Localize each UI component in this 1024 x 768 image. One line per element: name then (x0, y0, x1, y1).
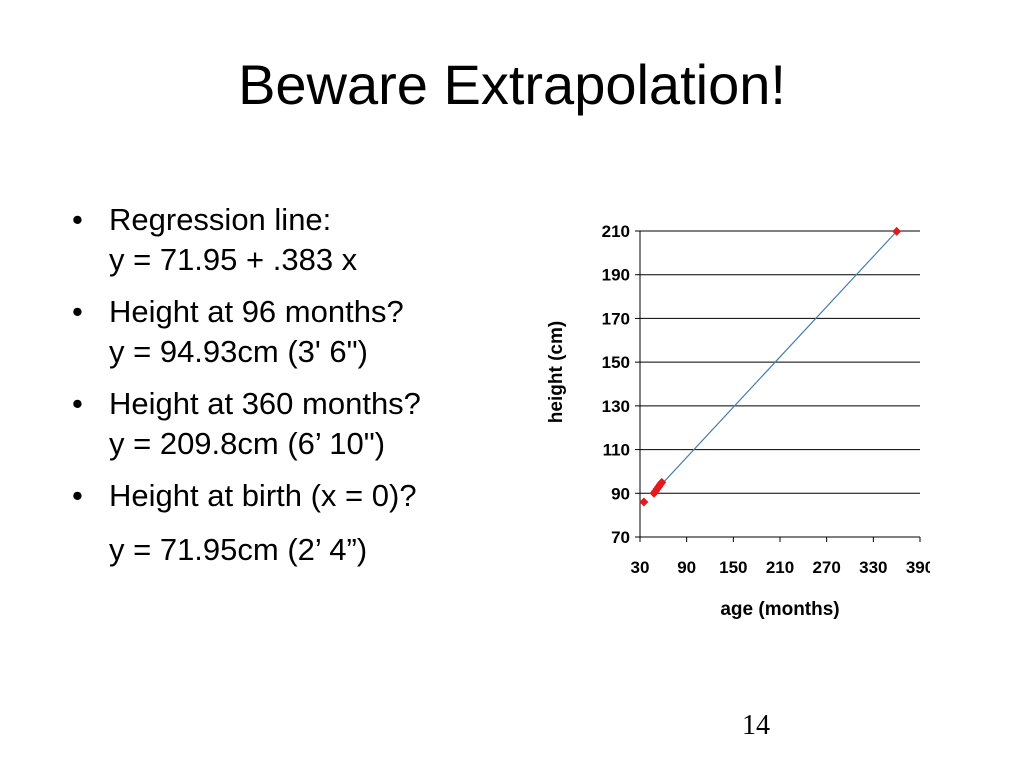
bullet-dot-icon: • (72, 202, 83, 237)
y-tick-label: 110 (603, 441, 630, 460)
x-axis-title: age (months) (720, 599, 839, 620)
trendline (653, 230, 898, 493)
bullet-label: Regression line: (109, 202, 332, 237)
bullet-detail: y = 209.8cm (6’ 10") (109, 426, 386, 461)
scatter-chart: 70 90 110 130 150 170 190 210 30 90 150 210 270 330 39… (546, 222, 930, 620)
slide-title: Beware Extrapolation! (238, 53, 786, 116)
y-tick-label: 150 (602, 353, 630, 372)
data-point (657, 477, 667, 487)
x-tick-label: 90 (677, 558, 696, 577)
x-tick-label: 150 (719, 558, 747, 577)
bullet-detail: y = 94.93cm (3' 6") (109, 334, 369, 369)
x-tick-label: 30 (631, 558, 650, 577)
bullet-item: • Regression line: y = 71.95 + .383 x (72, 200, 532, 280)
data-point (892, 226, 902, 236)
y-tick-label: 130 (602, 397, 630, 416)
page-number: 14 (742, 710, 770, 741)
y-tick-label: 190 (602, 266, 630, 285)
grid-lines (640, 230, 920, 538)
x-tick-label: 270 (812, 558, 840, 577)
bullet-item: • Height at birth (x = 0)? y = 71.95cm (… (72, 476, 532, 570)
x-tick-label: 210 (766, 558, 794, 577)
bullet-label: Height at 96 months? (109, 294, 404, 329)
axes (635, 230, 921, 542)
y-tick-label: 210 (602, 222, 630, 241)
x-tick-label: 330 (859, 558, 887, 577)
bullet-dot-icon: • (72, 386, 83, 421)
y-tick-label: 70 (611, 528, 630, 547)
trendline-layer (653, 230, 898, 493)
y-tick-label: 170 (602, 309, 630, 328)
bullet-detail: y = 71.95cm (2’ 4”) (109, 532, 368, 567)
bullet-label: Height at 360 months? (109, 386, 421, 421)
axis-labels: 70 90 110 130 150 170 190 210 30 90 150 210 270 330 39… (546, 222, 930, 620)
y-tick-label: 90 (611, 484, 630, 503)
data-points (639, 226, 902, 507)
bullet-item: • Height at 96 months? y = 94.93cm (3' 6… (72, 292, 532, 372)
bullet-dot-icon: • (72, 294, 83, 329)
bullet-detail: y = 71.95 + .383 x (109, 242, 358, 277)
bullet-label: Height at birth (x = 0)? (109, 478, 417, 513)
bullet-dot-icon: • (72, 478, 83, 513)
bullet-item: • Height at 360 months? y = 209.8cm (6’ … (72, 384, 532, 464)
x-tick-label: 390 (906, 558, 930, 577)
data-point (639, 497, 649, 507)
y-axis-title: height (cm) (546, 321, 567, 423)
bullet-list: • Regression line: y = 71.95 + .383 x • … (72, 200, 532, 582)
